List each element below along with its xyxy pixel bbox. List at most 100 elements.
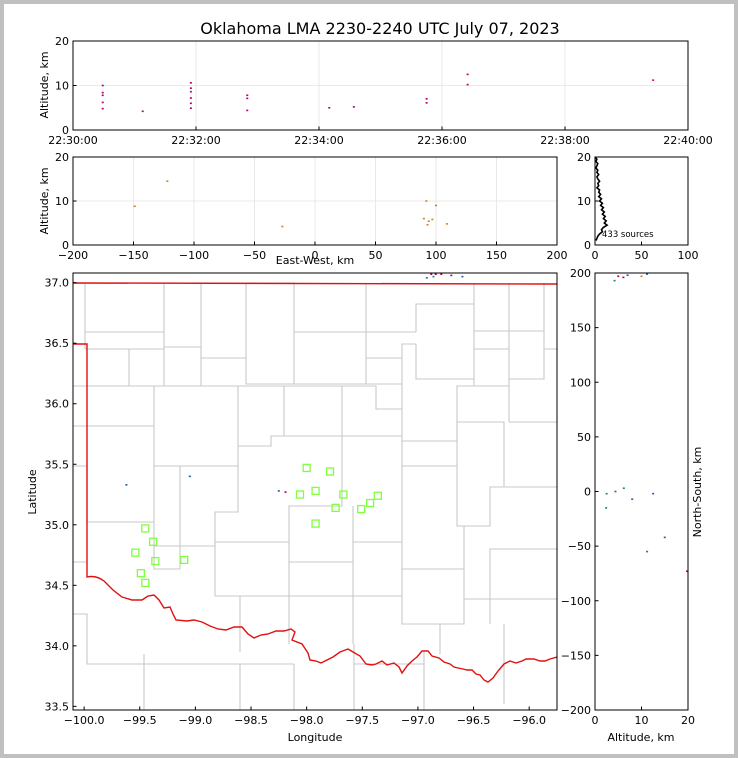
lat-ytick-label-4: 35.5 xyxy=(45,458,70,471)
map-source-2 xyxy=(440,273,443,276)
altitude-ns-panel: 0 10 20 −200 −150 −100 −50 0 50 100 150 200 Altitud… xyxy=(561,267,704,744)
time-ytick-label-0: 0 xyxy=(62,124,69,137)
time-source-19 xyxy=(466,73,469,76)
altitude-histogram-line xyxy=(594,156,609,241)
time-source-0 xyxy=(101,84,104,87)
time-source-18 xyxy=(425,102,428,104)
ew-source-6 xyxy=(427,220,430,223)
lon-xtick-label-6: −97.0 xyxy=(401,714,435,727)
altitude-ns-sources xyxy=(605,273,689,573)
ns-source-7 xyxy=(614,490,617,493)
hist-xtick-label-2: 100 xyxy=(678,249,699,262)
ew-altitude-sources xyxy=(133,180,448,228)
lon-xtick-label-4: −98.0 xyxy=(290,714,324,727)
ns-source-13 xyxy=(663,536,666,539)
station-4 xyxy=(339,490,348,499)
station-9 xyxy=(311,519,320,528)
source-count-annotation: 433 sources xyxy=(602,230,654,240)
hist-xtick-label-0: 0 xyxy=(592,249,599,262)
altitude-histogram-panel: 0 50 100 0 10 20 433 sources xyxy=(577,151,699,262)
station-10 xyxy=(141,524,150,533)
station-6 xyxy=(365,498,375,508)
lma-stations xyxy=(131,463,383,588)
time-source-2 xyxy=(101,94,104,97)
lon-xtick-label-8: −96.0 xyxy=(512,714,546,727)
time-xtick-label-5: 22:40:00 xyxy=(663,134,712,147)
lat-ytick-label-1: 34.0 xyxy=(45,640,70,653)
time-ytick-label-1: 10 xyxy=(55,80,69,93)
lon-xtick-label-5: −97.5 xyxy=(345,714,379,727)
ns-source-6 xyxy=(605,492,608,495)
station-15 xyxy=(136,569,146,578)
ew-source-3 xyxy=(425,200,428,202)
altitude-ns-axes xyxy=(594,272,689,711)
time-source-12 xyxy=(246,94,249,97)
altns-ytick-label-6: 100 xyxy=(570,376,591,389)
time-source-21 xyxy=(652,79,655,81)
time-source-4 xyxy=(101,107,104,110)
ns-source-2 xyxy=(622,276,625,279)
lma-figure: Oklahoma LMA 2230-2240 UTC July 07, 2023… xyxy=(26,19,713,744)
time-source-17 xyxy=(425,98,428,100)
altns-ytick-label-0: −200 xyxy=(561,704,591,717)
altitude-ns-ylabel: North-South, km xyxy=(691,447,704,538)
map-source-7 xyxy=(277,490,280,492)
ew-source-7 xyxy=(431,218,434,221)
ew-altitude-xlabel: East-West, km xyxy=(276,254,354,267)
map-source-1 xyxy=(434,273,437,276)
station-11 xyxy=(148,537,158,546)
altns-ytick-label-5: 50 xyxy=(577,431,591,444)
plan-view-panel: −100.0 −99.5 −99.0 −98.5 −98.0 −97.5 −97.0 −96.… xyxy=(26,272,558,744)
ew-xtick-label-3: −50 xyxy=(243,249,266,262)
ns-source-9 xyxy=(622,487,625,490)
lat-ytick-label-7: 37.0 xyxy=(45,277,70,290)
map-source-3 xyxy=(450,274,453,277)
time-source-9 xyxy=(189,97,192,99)
time-source-16 xyxy=(352,106,355,108)
time-altitude-grid xyxy=(72,40,689,131)
ns-source-0 xyxy=(613,279,616,282)
station-3 xyxy=(295,490,305,499)
map-source-10 xyxy=(188,475,191,478)
time-source-20 xyxy=(466,83,469,86)
ns-source-3 xyxy=(626,274,629,276)
time-source-3 xyxy=(101,101,104,104)
ew-source-1 xyxy=(133,205,136,208)
station-16 xyxy=(141,578,150,588)
map-source-9 xyxy=(125,484,128,486)
ew-altitude-panel: −200 −150 −100 −50 0 50 100 150 200 0 10 20 Altitud… xyxy=(38,151,568,267)
station-14 xyxy=(180,555,189,565)
plan-view-axes xyxy=(72,272,558,711)
altitude-ns-xlabel: Altitude, km xyxy=(607,731,674,744)
time-altitude-panel: 22:30:00 22:32:00 22:34:00 22:36:00 22:38:00… xyxy=(38,35,713,147)
ew-xtick-label-8: 200 xyxy=(547,249,568,262)
station-12 xyxy=(131,548,140,557)
altns-xtick-label-2: 20 xyxy=(681,714,695,727)
time-source-8 xyxy=(189,90,192,93)
station-0 xyxy=(302,463,311,473)
ew-source-2 xyxy=(281,225,284,228)
time-altitude-ylabel: Altitude, km xyxy=(38,51,51,118)
oklahoma-boundary xyxy=(73,282,557,683)
lon-xtick-label-1: −99.5 xyxy=(123,714,157,727)
ew-source-0 xyxy=(166,180,169,182)
ew-source-5 xyxy=(422,217,425,220)
map-source-8 xyxy=(284,491,287,493)
ew-xtick-label-1: −150 xyxy=(118,249,148,262)
time-xtick-label-1: 22:32:00 xyxy=(171,134,220,147)
altns-ytick-label-4: 0 xyxy=(584,486,591,499)
lat-ytick-label-2: 34.5 xyxy=(45,579,70,592)
lat-ytick-label-0: 33.5 xyxy=(45,700,70,713)
time-xtick-label-4: 22:38:00 xyxy=(540,134,589,147)
altitude-ns-ticks: 0 10 20 −200 −150 −100 −50 0 50 100 150 200 xyxy=(561,267,695,727)
ns-source-10 xyxy=(631,498,634,500)
lat-ytick-label-6: 36.5 xyxy=(45,337,70,350)
lat-ytick-label-5: 36.0 xyxy=(45,398,70,411)
plan-view-ylabel: Latitude xyxy=(26,469,39,515)
ew-source-8 xyxy=(426,223,429,226)
ew-altitude-ticks: −200 −150 −100 −50 0 50 100 150 200 0 10 20 xyxy=(55,151,568,262)
altns-xtick-label-0: 0 xyxy=(592,714,599,727)
time-xtick-label-3: 22:36:00 xyxy=(417,134,466,147)
time-altitude-sources xyxy=(101,73,655,113)
ew-altitude-grid xyxy=(72,156,558,246)
